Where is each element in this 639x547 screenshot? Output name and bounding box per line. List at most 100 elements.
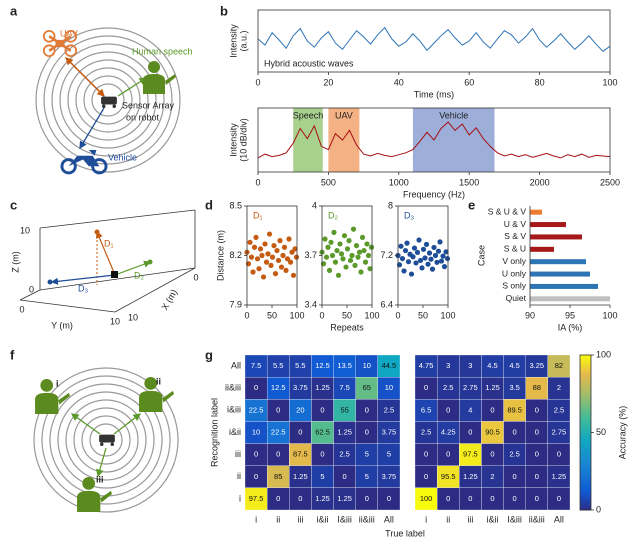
colorbar-step <box>580 379 591 384</box>
colorbar-step <box>580 432 591 437</box>
tick-label: 10 <box>128 312 138 322</box>
cell-label: 1.25 <box>315 494 330 503</box>
x-tick-label: 20 <box>323 77 333 87</box>
cell-label: 0 <box>535 405 539 414</box>
colorbar-tick-label: 0 <box>596 504 601 514</box>
point <box>422 255 428 261</box>
x-tick-label: 50 <box>342 310 352 320</box>
y-tick-label: 7.9 <box>229 299 242 309</box>
point <box>428 256 434 262</box>
axis <box>114 267 196 313</box>
cell-label: 0 <box>513 427 517 436</box>
ring <box>51 43 165 157</box>
bar <box>530 222 566 228</box>
cell <box>377 487 401 511</box>
axis <box>39 209 196 229</box>
cell-label: 5 <box>365 472 369 481</box>
cell-label: 97.5 <box>249 494 264 503</box>
colorbar-step <box>580 355 591 359</box>
cell-label: 22.5 <box>271 427 286 436</box>
y-tick-label: All <box>231 360 241 370</box>
point <box>274 247 280 254</box>
cell-label: 3.75 <box>382 472 397 481</box>
cell-label: 12.5 <box>315 361 330 370</box>
cell-label: 2.5 <box>554 405 564 414</box>
x-tick-label: I&iii <box>507 514 522 524</box>
cell-label: 4.25 <box>441 427 456 436</box>
line <box>257 26 611 52</box>
cell-label: 0 <box>513 472 517 481</box>
point <box>431 244 437 251</box>
arrow <box>96 447 107 478</box>
y-tick-label: ii <box>237 471 241 481</box>
point <box>367 266 373 272</box>
point <box>332 259 339 265</box>
cell-label: 3.25 <box>529 361 544 370</box>
cell-label: 87.5 <box>293 450 308 459</box>
cell-label: 3.5 <box>509 383 519 392</box>
point <box>341 233 348 239</box>
point <box>268 262 274 268</box>
x-tick-label: 2500 <box>600 177 620 187</box>
point <box>355 254 361 260</box>
line <box>257 121 611 159</box>
colorbar-step <box>580 475 591 480</box>
cell-label: 3 <box>446 361 450 370</box>
x-tick-label: iii <box>467 514 473 524</box>
x-tick-label: i&ii <box>316 514 328 524</box>
ring <box>91 83 125 117</box>
bar <box>530 259 586 265</box>
colorbar-step <box>580 420 591 424</box>
cell-label: 0 <box>446 450 450 459</box>
point <box>287 259 294 265</box>
colorbar-step <box>580 364 591 368</box>
y-axis-label: Intensity <box>228 123 238 157</box>
colorbar-label: Accuracy (%) <box>617 406 627 460</box>
colorbar-step <box>580 367 591 371</box>
point <box>347 257 354 264</box>
point <box>293 254 300 260</box>
cell-label: 0 <box>535 450 539 459</box>
cell-label: 12.5 <box>271 383 286 392</box>
point <box>278 264 285 270</box>
x-tick-label: 50 <box>418 310 428 320</box>
cell-label: 2.75 <box>552 427 567 436</box>
colorbar-step <box>580 472 591 477</box>
cell-label: 6.5 <box>421 405 431 414</box>
panel-letter: f <box>10 347 15 362</box>
x-tick-label: ii&iii <box>359 514 375 524</box>
x-axis-label: Frequency (Hz) <box>403 189 465 199</box>
x-tick-label: 90 <box>525 310 535 320</box>
x-tick-label: ii <box>446 514 450 524</box>
colorbar-step <box>580 444 591 449</box>
y-axis-label: (10 dB/div) <box>238 118 248 162</box>
cell-label: 4.75 <box>419 361 434 370</box>
colorbar-step <box>580 479 591 483</box>
cell-label: 0 <box>424 472 428 481</box>
point <box>272 271 279 277</box>
point <box>408 271 415 277</box>
bar <box>530 234 582 240</box>
tick-label: 10 <box>110 316 120 326</box>
person-icon <box>35 379 70 414</box>
point <box>250 269 256 275</box>
point <box>423 241 430 247</box>
point <box>289 249 295 255</box>
cell-label: 0 <box>535 494 539 503</box>
x-tick-label: 100 <box>440 310 455 320</box>
cell-label: 65 <box>363 383 371 392</box>
colorbar-step <box>580 463 591 468</box>
colorbar-step <box>580 451 591 455</box>
tick-label: 0 <box>193 272 198 282</box>
cell-label: 7.5 <box>339 383 349 392</box>
ring <box>35 27 181 173</box>
tick-label: 0 <box>19 304 24 314</box>
point <box>429 266 436 272</box>
cell-label: 1.25 <box>337 494 352 503</box>
point <box>269 254 276 260</box>
colorbar-step <box>580 395 591 399</box>
x-tick-label: 1000 <box>389 177 409 187</box>
x-axis-label: IA (%) <box>558 322 583 332</box>
cell-label: 0 <box>365 494 369 503</box>
